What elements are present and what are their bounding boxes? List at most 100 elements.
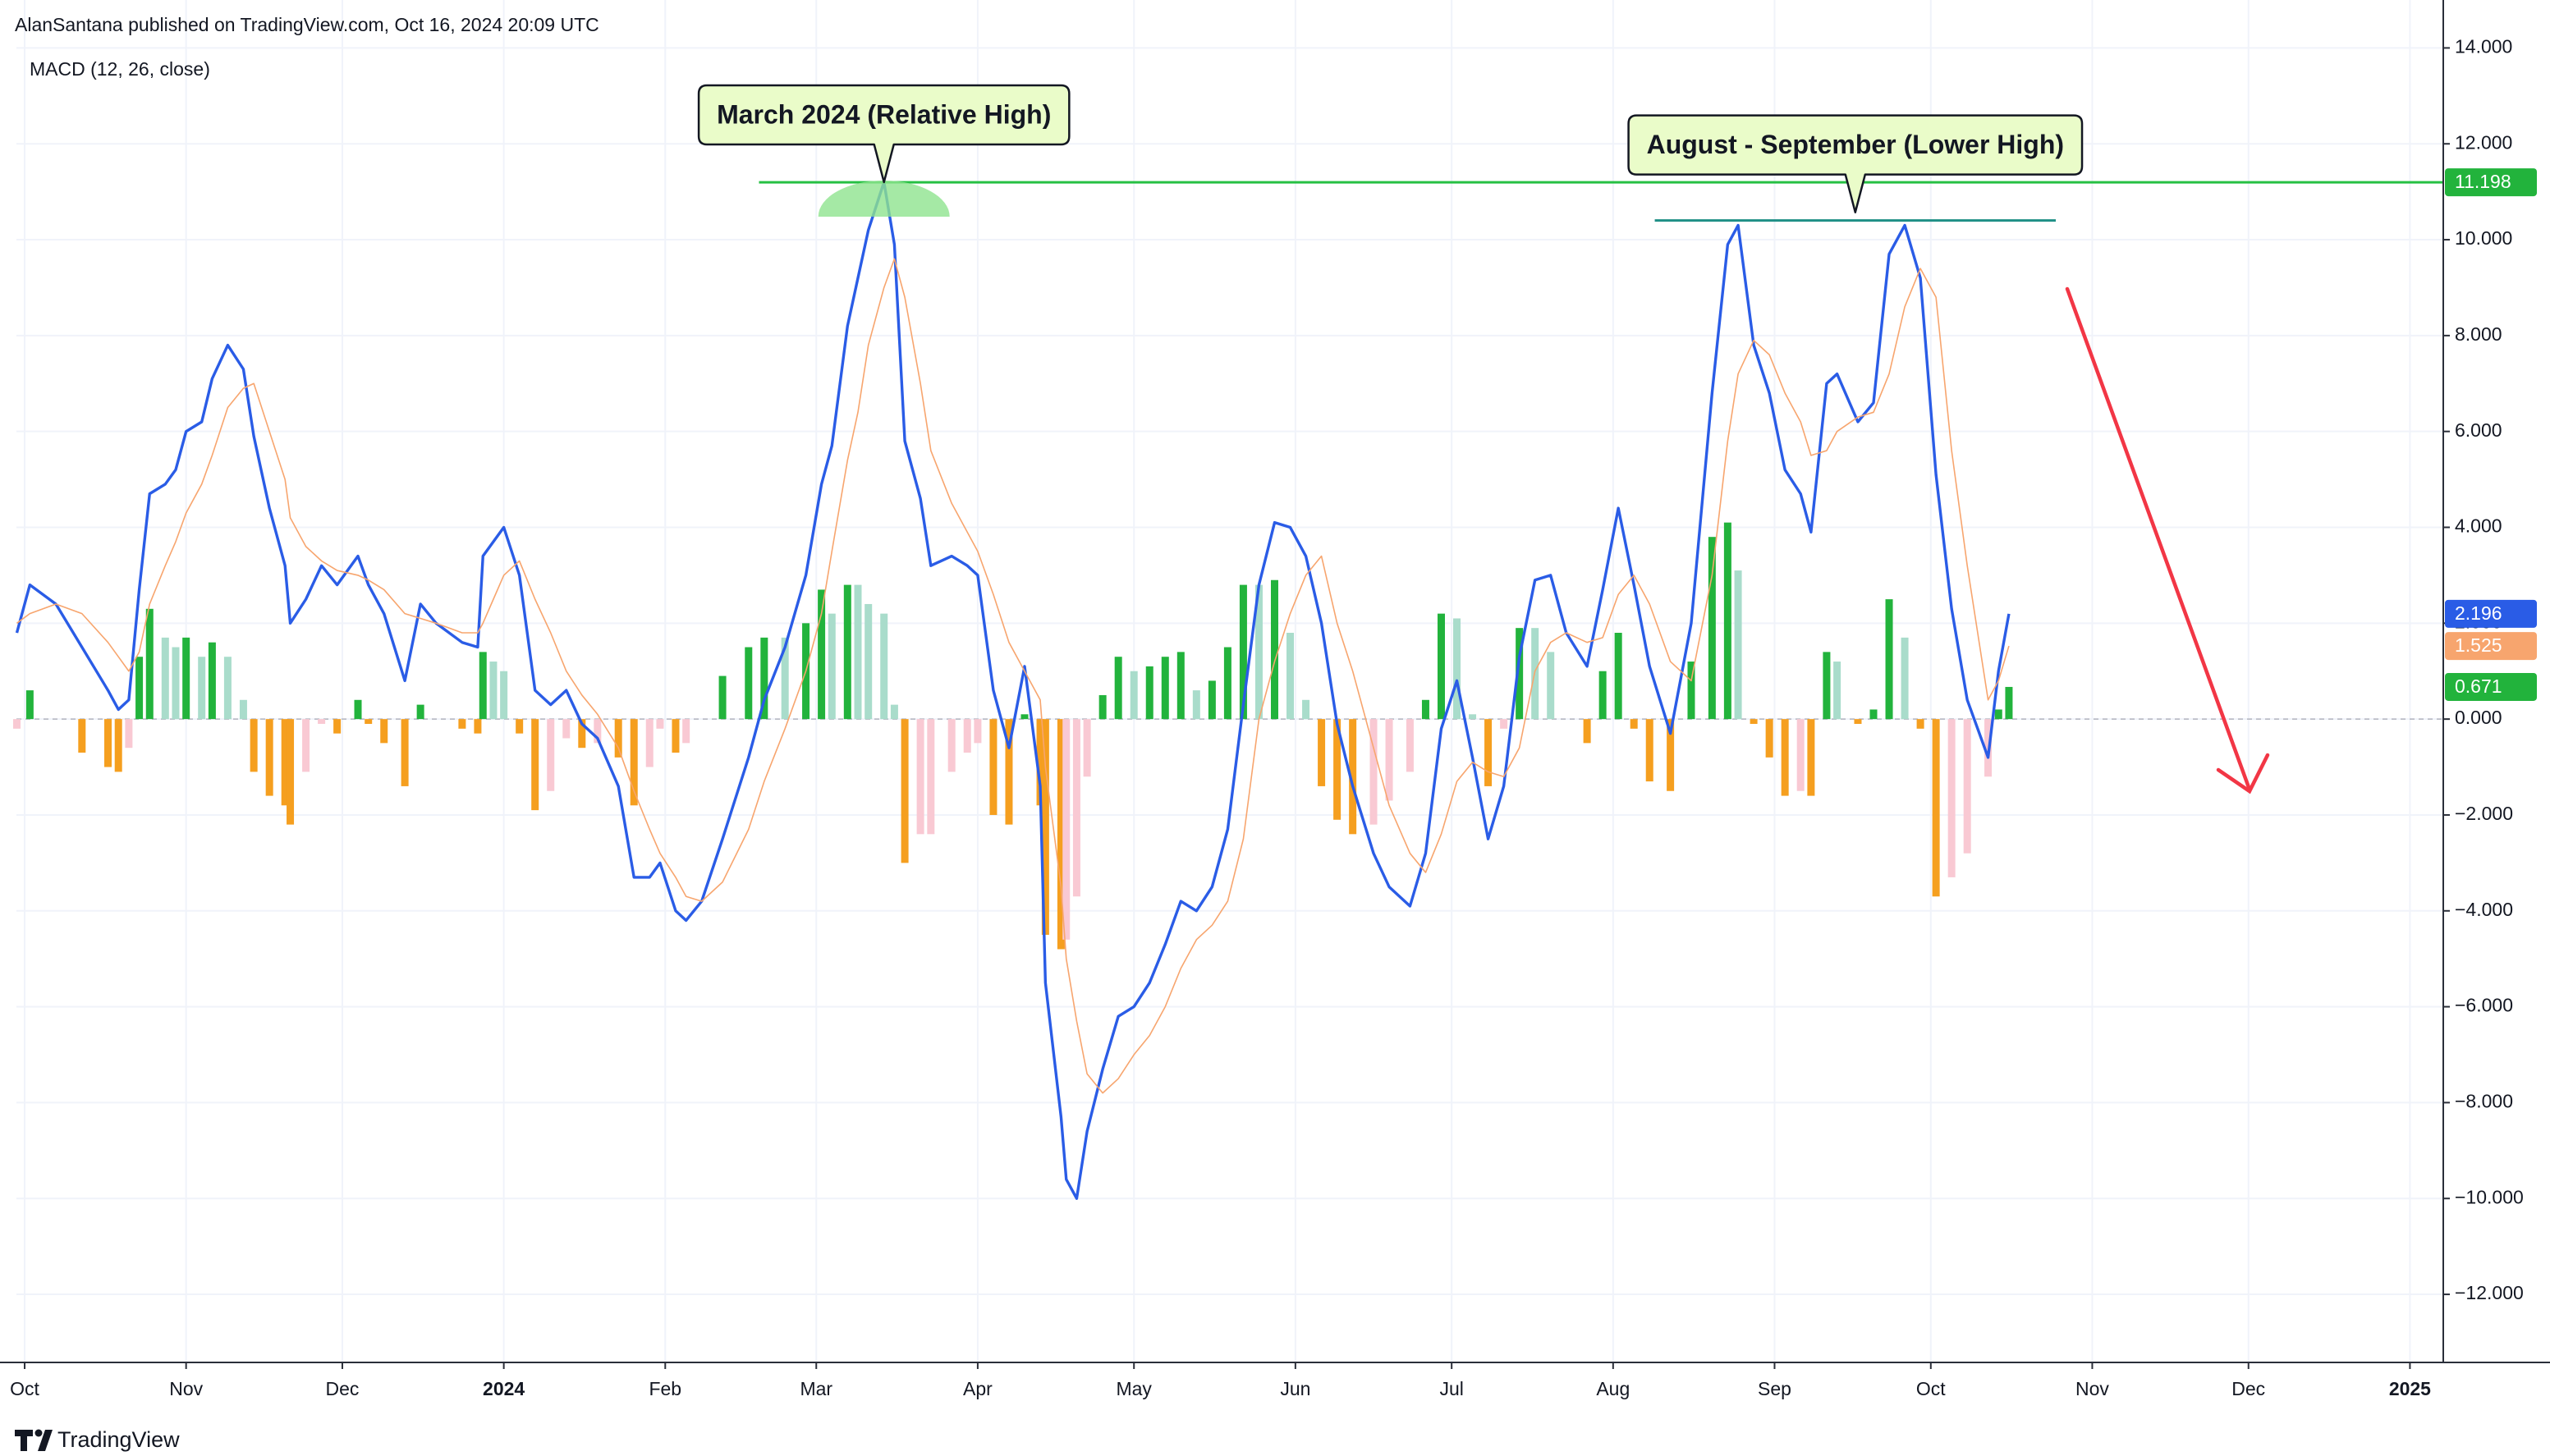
histogram-bar [1114,657,1122,720]
histogram-bar [1239,584,1247,720]
histogram-bar [198,657,206,720]
histogram-bar [1005,719,1013,825]
x-tick-label: Oct [10,1378,39,1399]
histogram-bar [1500,719,1508,729]
red-arrow [2065,286,2270,794]
histogram-bar [1807,719,1815,796]
histogram-bar [1932,719,1940,897]
histogram-bar [516,719,524,734]
histogram-bar [1916,719,1924,729]
histogram-bar [1833,662,1841,720]
histogram-bar [974,719,982,744]
histogram-bar [1484,719,1493,786]
histogram-bar [182,637,190,720]
histogram-bar [1176,652,1185,720]
histogram-bar [104,719,112,767]
y-tick-label: 4.000 [2455,515,2502,537]
histogram-bar [1645,719,1653,782]
histogram-bar [1083,719,1091,777]
last-value-badge [2445,632,2537,661]
histogram-bar [1020,714,1029,720]
x-tick-label: Sep [1758,1378,1791,1399]
axes: 14.00012.00010.0008.0006.0004.0002.0000.… [10,35,2537,1399]
histogram-bar [854,584,862,720]
histogram-bar [1453,618,1461,720]
signal-line [16,258,2010,1094]
y-tick-label: 12.000 [2455,131,2512,153]
x-tick-label: Mar [800,1378,832,1399]
callout-box [697,84,1071,184]
histogram-bar [1254,584,1263,720]
callout-text: August - September (Lower High) [1647,130,2064,159]
histogram-bar [1192,690,1200,720]
y-tick-label: −6.000 [2455,995,2513,1016]
histogram-bar [161,637,169,720]
x-tick-label: Nov [169,1378,203,1399]
histogram-bar [1765,719,1773,758]
histogram-bar [614,719,622,758]
histogram-bar [1385,719,1393,801]
callout: March 2024 (Relative High) [697,84,1071,184]
last-value-badge-label: 2.196 [2455,602,2502,624]
histogram-bar [1598,671,1607,720]
histogram-bar [1869,709,1878,720]
annotations: March 2024 (Relative High) August - Septe… [697,84,2443,222]
y-tick-label: −4.000 [2455,899,2513,920]
histogram-bar [1369,719,1378,825]
x-tick-label: Oct [1916,1378,1946,1399]
histogram [13,522,2013,950]
x-tick-label: Nov [2075,1378,2109,1399]
histogram-bar [963,719,971,753]
histogram-bar [1161,657,1169,720]
y-tick-label: 0.000 [2455,707,2502,728]
histogram-bar [479,652,487,720]
y-tick-label: 8.000 [2455,323,2502,345]
histogram-bar [1333,719,1342,820]
y-tick-label: −10.000 [2455,1186,2524,1207]
histogram-bar [781,637,789,720]
histogram-bar [1614,633,1622,720]
x-tick-label: 2025 [2389,1378,2431,1399]
histogram-bar [250,719,258,772]
histogram-bar [239,699,247,720]
callout-text: March 2024 (Relative High) [717,99,1051,129]
level-badge [2445,168,2537,197]
histogram-bar [172,647,180,720]
x-tick-label: May [1116,1378,1152,1399]
histogram-bar [865,603,873,720]
histogram-bar [1062,719,1071,940]
level-badge-label: 11.198 [2455,171,2511,192]
histogram-bar [13,719,21,729]
y-tick-label: −8.000 [2455,1090,2513,1111]
x-tick-label: Jun [1280,1378,1310,1399]
histogram-bar [1406,719,1414,772]
histogram-bar [594,719,602,744]
histogram-bar [1072,719,1080,897]
histogram-bar [1130,671,1138,720]
publisher-header: AlanSantana published on TradingView.com… [15,14,599,35]
histogram-bar [1223,647,1231,720]
histogram-bar [1318,719,1326,786]
callout: August - September (Lower High) [1627,114,2084,213]
histogram-bar [1036,719,1044,806]
histogram-bar [458,719,466,729]
histogram-bar [1963,719,1971,854]
histogram-bar [880,613,888,720]
x-tick-label: Feb [649,1378,681,1399]
last-value-badge-label: 0.671 [2455,675,2502,697]
histogram-bar [718,675,727,720]
high-glow [818,180,950,217]
histogram-bar [318,719,326,724]
histogram-bar [1437,613,1445,720]
histogram-bar [1781,719,1789,796]
y-tick-label: 6.000 [2455,419,2502,441]
histogram-bar [547,719,555,791]
histogram-bar [1708,537,1716,720]
histogram-bar [500,671,508,720]
histogram-bar [1901,637,1909,720]
x-tick-label: Apr [963,1378,993,1399]
histogram-bar [843,584,851,720]
histogram-bar [1516,628,1524,720]
callout-box [1627,114,2084,213]
histogram-bar [354,699,362,720]
